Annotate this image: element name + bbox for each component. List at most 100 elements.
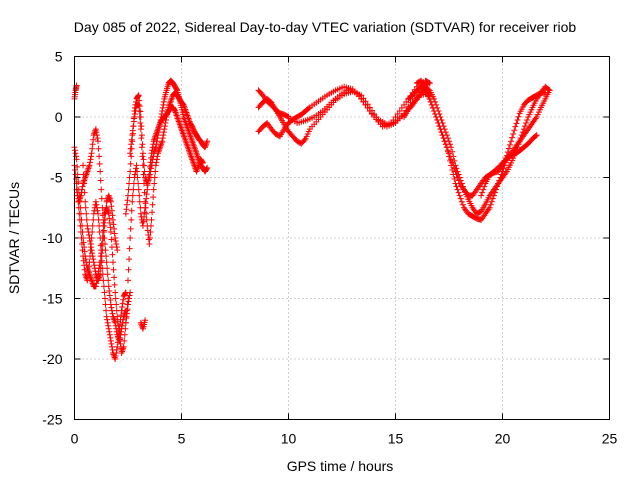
data-point-arc-e (111, 225, 118, 232)
data-point-arc-p (448, 156, 455, 163)
data-point-arc-d (106, 287, 113, 294)
data-point-arc-e (101, 222, 108, 229)
data-point-arc-n (451, 176, 458, 183)
x-tick-label: 20 (495, 431, 511, 447)
data-point-arc-h (150, 141, 157, 148)
data-point-arc-d (98, 195, 105, 202)
data-point-arc-h (140, 218, 147, 225)
data-point-arc-d (93, 132, 100, 139)
data-point-arc-c (72, 171, 79, 178)
data-point-arc-c (93, 201, 100, 208)
data-point-arc-p (425, 92, 432, 99)
data-point-arc-d (103, 259, 110, 266)
data-point-arc-h (130, 186, 137, 193)
x-tick-label: 0 (71, 431, 79, 447)
data-point-arc-e (97, 265, 104, 272)
data-point-arc-j (126, 292, 133, 299)
data-point-arc-d (94, 135, 101, 142)
data-point-arc-d (95, 145, 102, 152)
data-point-arc-h (146, 168, 153, 175)
data-point-arc-p (435, 120, 442, 127)
data-point-arc-p (514, 117, 521, 124)
data-point-arc-e (112, 235, 119, 241)
data-point-arc-e (91, 265, 98, 272)
data-point-arc-d (86, 162, 93, 169)
data-point-arc-d (88, 153, 95, 160)
data-point-arc-f (123, 206, 130, 213)
data-point-arc-h (141, 209, 148, 216)
data-point-arc-b (113, 301, 120, 308)
data-point-arc-g (128, 141, 135, 148)
data-point-arc-b (93, 280, 100, 287)
data-point-arc-h (131, 171, 138, 178)
data-point-arc-h (199, 159, 206, 166)
data-point-arc-p (515, 113, 522, 120)
data-point-arc-g (142, 198, 149, 205)
data-point-arc-p (422, 83, 429, 90)
data-point-arc-g (153, 156, 160, 163)
data-point-arc-p (428, 101, 435, 108)
data-point-arc-j (124, 306, 131, 313)
data-point-arc-h (199, 159, 206, 166)
data-point-arc-e (113, 244, 120, 251)
data-point-arc-e (97, 271, 104, 278)
data-point-arc-p (513, 120, 520, 127)
data-point-arc-g (145, 231, 152, 238)
data-point-arc-h (137, 210, 144, 217)
data-point-arc-p (511, 127, 518, 134)
data-point-arc-e (91, 262, 98, 269)
data-point-arc-c (101, 289, 108, 296)
data-point-arc-f (133, 98, 140, 105)
data-point-arc-o (518, 132, 525, 139)
data-point-arc-g (160, 132, 167, 139)
data-point-arc-d (116, 337, 123, 344)
data-point-arc-e (89, 253, 96, 260)
data-point-arc-d (120, 316, 127, 323)
data-point-arc-c (103, 313, 110, 320)
data-point-arc-q (480, 186, 487, 193)
data-point-arc-b (81, 244, 88, 251)
data-point-arc-o (520, 126, 527, 133)
data-point-arc-p (512, 123, 519, 130)
data-point-arc-c (120, 296, 127, 303)
data-point-arc-c (106, 328, 113, 335)
data-point-arc-q (481, 183, 488, 190)
data-point-arc-c (113, 349, 120, 356)
data-point-arc-d (77, 192, 84, 199)
data-point-arc-m (305, 105, 312, 112)
data-point-arc-p (436, 123, 443, 130)
data-point-arc-c (93, 204, 100, 211)
data-point-arc-e (81, 180, 88, 187)
data-point-arc-e (88, 244, 95, 251)
data-point-arc-q (533, 132, 540, 139)
data-point-arc-e (108, 203, 115, 210)
data-point-arc-p (505, 145, 512, 152)
data-point-arc-g (151, 174, 158, 181)
data-point-arc-e (111, 230, 118, 237)
data-point-arc-h (129, 192, 136, 199)
data-point-arc-h (141, 213, 148, 220)
data-point-arc-c (104, 319, 111, 326)
data-point-arc-c (78, 235, 85, 241)
data-point-arc-h (133, 162, 140, 169)
data-point-arc-h (133, 165, 140, 172)
data-point-arc-d (95, 138, 102, 145)
data-point-arc-b (110, 259, 117, 266)
data-point-arc-e (90, 259, 97, 266)
data-point-arc-c (81, 262, 88, 269)
data-point-arc-c (108, 340, 115, 347)
data-point-arc-e (82, 198, 89, 205)
data-point-arc-g (138, 144, 145, 151)
data-points (71, 77, 553, 362)
data-point-arc-d (96, 160, 103, 167)
data-point-arc-e (86, 235, 93, 241)
data-point-arc-j (126, 295, 133, 302)
data-point-arc-p (433, 114, 440, 120)
data-point-arc-d (118, 325, 125, 332)
data-point-arc-d (112, 319, 119, 326)
data-point-arc-d (107, 301, 114, 308)
data-point-arc-f (128, 153, 135, 160)
data-point-arc-p (434, 117, 441, 124)
data-point-arc-p (453, 171, 460, 178)
